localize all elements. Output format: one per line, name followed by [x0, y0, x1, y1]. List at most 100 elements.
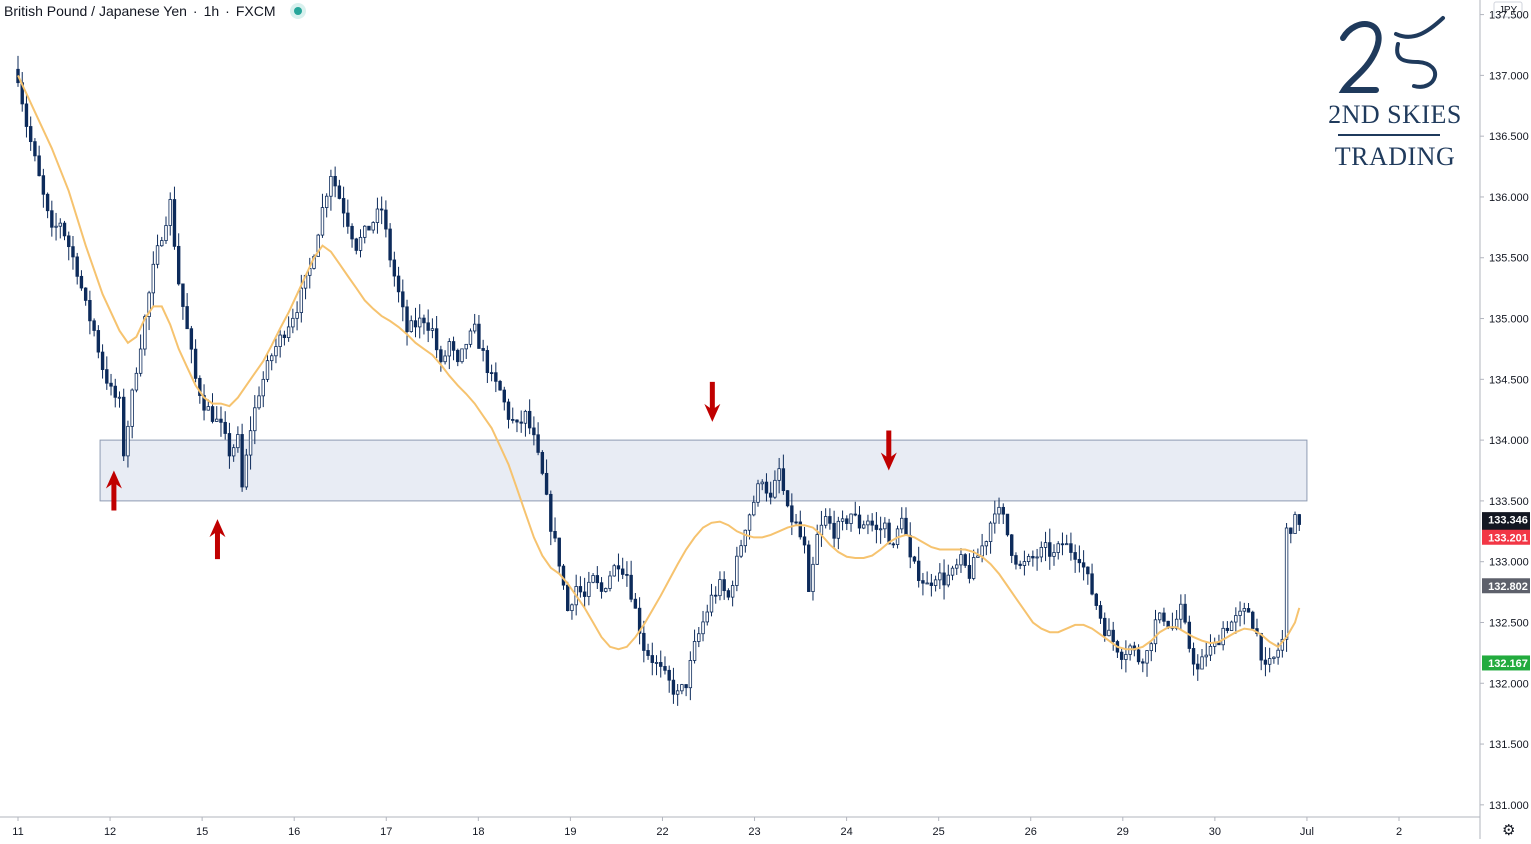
candle-body: [1238, 610, 1242, 616]
candle-body: [1005, 513, 1010, 536]
gear-icon[interactable]: ⚙: [1502, 822, 1516, 839]
candle-body: [988, 522, 993, 542]
candle-body: [502, 389, 506, 403]
symbol-name[interactable]: British Pound / Japanese Yen: [4, 3, 187, 19]
candle-body: [828, 516, 832, 524]
candle-body: [993, 513, 997, 524]
candle-body: [646, 650, 650, 656]
x-tick-label: 25: [933, 826, 945, 838]
candle-body: [1001, 506, 1005, 515]
candle-body: [946, 574, 950, 586]
candle-body: [933, 579, 938, 586]
candle-body: [870, 520, 874, 526]
candle-body: [608, 575, 612, 589]
candle-body: [33, 141, 37, 157]
y-tick-label: 135.000: [1489, 314, 1529, 326]
candle-body: [134, 372, 139, 391]
candle-body: [363, 225, 367, 238]
candle-body: [92, 320, 96, 331]
x-tick-label: 24: [840, 826, 852, 838]
candle-body: [1267, 658, 1272, 665]
candle-body: [265, 360, 270, 380]
candle-body: [971, 557, 976, 579]
candle-body: [857, 514, 862, 529]
y-tick-label: 133.000: [1489, 557, 1529, 569]
candle-body: [768, 492, 773, 498]
candle-body: [659, 662, 663, 667]
candle-body: [388, 228, 392, 261]
candle-body: [1107, 629, 1111, 637]
y-tick-label: 137.000: [1489, 70, 1529, 82]
candle-body: [582, 591, 587, 597]
x-tick-label: 15: [196, 826, 208, 838]
interval-label[interactable]: 1h: [203, 3, 220, 19]
candle-body: [523, 410, 528, 424]
x-tick-label: 2: [1396, 826, 1402, 838]
candle-body: [257, 395, 261, 409]
arrow-down-shape: [704, 381, 721, 422]
candle-body: [832, 522, 836, 539]
candle-body: [346, 212, 350, 227]
candle-body: [316, 234, 320, 257]
arrow-down-icon: [704, 381, 721, 422]
candle-body: [553, 530, 557, 539]
candle-body: [519, 421, 523, 424]
candle-body: [79, 275, 84, 289]
logo-text-bottom: TRADING: [1334, 142, 1456, 171]
candle-body: [143, 316, 147, 350]
candle-body: [591, 575, 595, 583]
candle-body: [117, 396, 122, 399]
candle-body: [489, 372, 494, 374]
candle-body: [1026, 555, 1031, 562]
candle-body: [680, 684, 684, 692]
candle-body: [464, 343, 468, 350]
candle-body: [96, 330, 101, 353]
candle-body: [1119, 651, 1124, 660]
y-tick-label: 132.500: [1489, 617, 1529, 629]
candle-body: [100, 351, 105, 371]
candle-body: [916, 560, 921, 581]
candle-body: [807, 544, 811, 592]
candle-body: [253, 407, 257, 432]
candle-body: [1289, 527, 1293, 534]
candle-body: [337, 185, 342, 199]
candle-body: [642, 632, 646, 651]
candle-body: [477, 323, 481, 349]
candle-body: [722, 579, 726, 592]
candle-body: [1297, 514, 1301, 525]
price-label-bg: [1482, 529, 1530, 545]
candle-body: [794, 521, 798, 524]
candle-body: [1191, 648, 1196, 665]
arrow-up-icon: [209, 519, 226, 560]
y-tick-label: 136.000: [1489, 192, 1529, 204]
x-tick-label: 26: [1025, 826, 1037, 838]
candle-body: [45, 193, 50, 212]
candle-body: [286, 326, 291, 339]
candle-body: [874, 524, 879, 530]
brand-logo: 2ND SKIES TRADING: [1318, 14, 1472, 174]
candle-body: [176, 245, 181, 285]
y-tick-label: 137.500: [1489, 10, 1529, 22]
candle-body: [984, 541, 989, 547]
candle-body: [1246, 608, 1251, 613]
candle-body: [426, 322, 430, 331]
candle-body: [460, 348, 464, 363]
candle-body: [1039, 547, 1044, 558]
candle-body: [498, 380, 502, 391]
candle-body: [1196, 663, 1200, 670]
candle-body: [887, 522, 891, 545]
arrow-down-icon: [880, 430, 897, 471]
price-label-badge: 133.201: [1482, 529, 1530, 545]
candle-body: [1276, 649, 1280, 658]
candle-body: [557, 537, 561, 567]
candle-body: [1014, 555, 1018, 565]
arrow-up-shape: [105, 470, 122, 511]
candle-body: [959, 554, 963, 566]
candle-body: [950, 567, 955, 576]
candle-body: [1022, 561, 1027, 566]
candle-body: [248, 430, 253, 456]
candle-body: [1052, 552, 1056, 557]
price-label-text: 132.802: [1488, 581, 1528, 593]
